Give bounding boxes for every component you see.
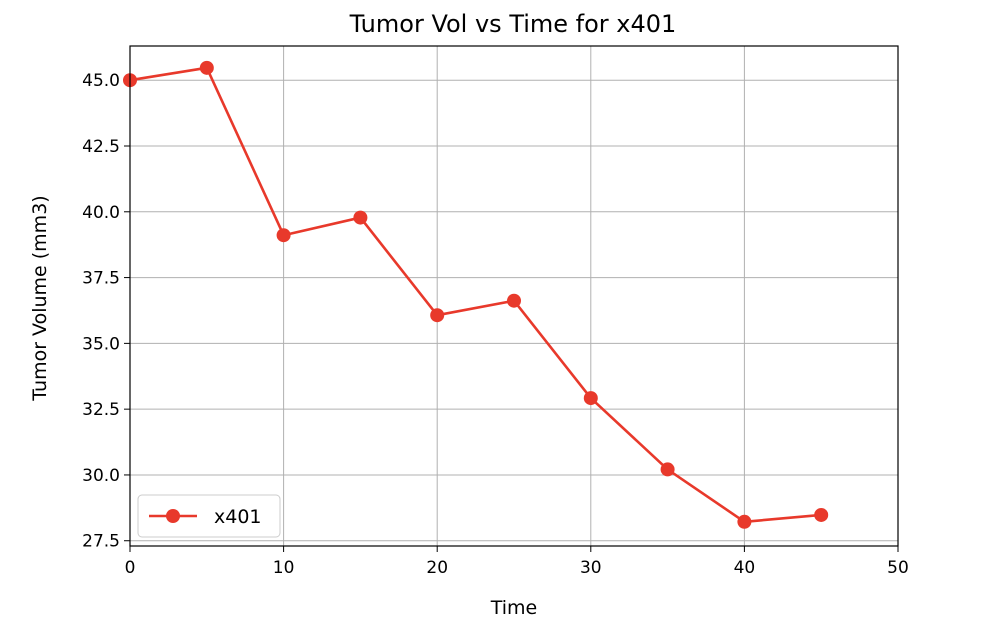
y-tick-label: 40.0: [82, 203, 120, 223]
x-tick-label: 50: [887, 558, 909, 578]
data-point: [737, 514, 752, 529]
y-tick-label: 37.5: [82, 269, 120, 289]
legend-marker: [166, 509, 180, 523]
series: [123, 60, 829, 529]
legend-box: [137, 494, 281, 538]
x-tick-label: 30: [580, 558, 602, 578]
x-tick-label: 10: [273, 558, 295, 578]
data-point: [583, 391, 598, 406]
y-tick-label: 30.0: [82, 466, 120, 486]
x-tick-label: 40: [734, 558, 756, 578]
legend: x401: [137, 494, 281, 538]
y-tick-label: 35.0: [82, 334, 120, 354]
ticks: 0 10 20 30 40 50 27.5 30.0 32.5 35.0 37.5 40.0 42.5 4…: [82, 71, 909, 578]
y-tick-label: 32.5: [82, 400, 120, 420]
y-tick-label: 42.5: [82, 137, 120, 157]
x-axis-label: Time: [490, 597, 538, 619]
series-line: [129, 66, 822, 524]
legend-label: x401: [214, 506, 262, 528]
data-point: [199, 60, 214, 75]
data-point: [276, 228, 291, 243]
y-tick-label: 27.5: [82, 532, 120, 552]
data-point: [430, 308, 445, 323]
y-tick-label: 45.0: [82, 71, 120, 91]
data-point: [660, 462, 675, 477]
chart-title: Tumor Vol vs Time for x401: [349, 10, 677, 38]
data-point: [507, 293, 521, 308]
data-point: [814, 507, 829, 522]
data-point: [353, 210, 368, 225]
y-axis-label: Tumor Volume (mm3): [29, 195, 51, 401]
plot-frame: [129, 45, 899, 547]
x-tick-label: 0: [125, 558, 136, 578]
x-tick-label: 20: [426, 558, 448, 578]
